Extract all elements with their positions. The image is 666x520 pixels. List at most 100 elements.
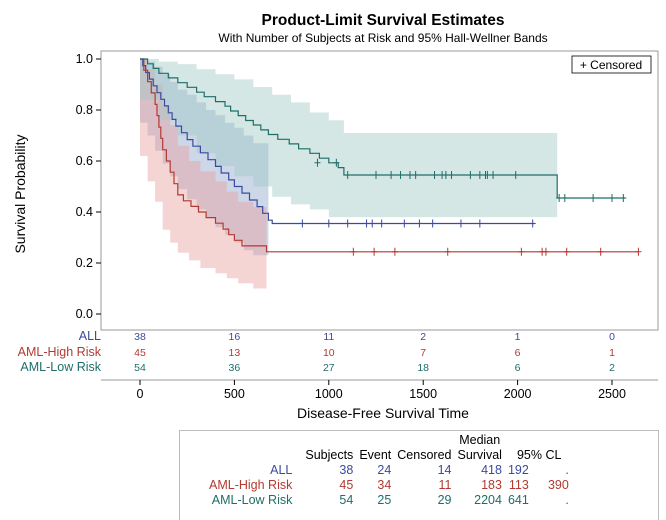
censor-mark-aml-low-risk [431, 171, 438, 180]
band-all [140, 59, 269, 256]
header-censored: Censored [397, 448, 452, 462]
censor-mark-aml-low-risk [388, 171, 395, 180]
header-label-blank [206, 448, 302, 463]
censor-mark-aml-high-risk [635, 247, 642, 256]
at-risk-count: 1 [609, 347, 615, 359]
at-risk-count: 54 [134, 362, 146, 374]
censor-mark-aml-low-risk [314, 158, 321, 167]
censor-mark-aml-high-risk [563, 247, 570, 256]
x-tick-label: 0 [137, 387, 144, 401]
row-censored: 29 [437, 493, 452, 507]
survival-curves [140, 58, 639, 253]
at-risk-count: 1 [515, 331, 521, 343]
legend-box [571, 55, 652, 74]
row-lower-cl: 192 [507, 463, 529, 477]
row-median: 2204 [474, 493, 502, 507]
at-risk-count: 10 [323, 347, 335, 359]
header-ci-spacer [505, 433, 572, 448]
x-tick-label: 2000 [504, 387, 532, 401]
censor-mark-aml-high-risk [371, 247, 378, 256]
censor-mark-aml-low-risk [556, 193, 563, 202]
row-event: 25 [377, 493, 392, 507]
x-tick-label: 1500 [409, 387, 437, 401]
at-risk-count: 2 [609, 362, 615, 374]
header-censored-spacer [394, 433, 454, 448]
censor-mark-aml-low-risk [333, 158, 340, 167]
censor-mark-aml-low-risk [397, 171, 404, 180]
row-median: 418 [481, 463, 502, 477]
censor-mark-aml-high-risk [350, 247, 357, 256]
row-median: 183 [481, 478, 502, 492]
censor-mark-aml-low-risk [590, 193, 597, 202]
censor-mark-all [378, 219, 385, 228]
header-ci: 95% CL [516, 448, 562, 462]
censor-mark-aml-low-risk [512, 171, 519, 180]
censor-mark-aml-high-risk [518, 247, 525, 256]
censor-mark-all [457, 219, 464, 228]
x-axis: 0 500 1000 1500 2000 2500 [101, 379, 658, 401]
legend-censored-label: + Censored [580, 58, 642, 72]
row-event: 24 [377, 463, 392, 477]
at-risk-label: AML-High Risk [18, 345, 102, 359]
legend: + Censored [571, 55, 652, 74]
censor-mark-all [476, 219, 483, 228]
row-event: 34 [377, 478, 392, 492]
header-subjects-spacer [302, 433, 356, 448]
row-subjects: 54 [339, 493, 354, 507]
header-event: Event [359, 448, 392, 462]
at-risk-count: 38 [134, 331, 146, 343]
censor-mark-aml-low-risk [412, 171, 419, 180]
censor-mark-aml-low-risk [448, 171, 455, 180]
censor-mark-all [401, 219, 408, 228]
header-median-bottom: Survival [457, 448, 502, 462]
censor-mark-all [429, 219, 436, 228]
row-label: AML-Low Risk [211, 493, 293, 507]
row-subjects: 45 [339, 478, 354, 492]
curve-aml-high-risk [140, 58, 639, 253]
censor-mark-aml-low-risk [476, 171, 483, 180]
header-event-spacer [356, 433, 394, 448]
at-risk-label: ALL [79, 329, 101, 343]
row-lower-cl: 641 [507, 493, 529, 507]
at-risk-count: 6 [515, 347, 521, 359]
y-tick-label: 0.6 [76, 154, 93, 168]
y-axis: 0.0 0.2 0.4 0.6 0.8 1.0 [76, 52, 101, 321]
censor-mark-aml-low-risk [373, 171, 379, 180]
y-axis-label: Survival Probability [12, 134, 28, 253]
censored-marks [299, 158, 642, 256]
y-tick-label: 0.8 [76, 103, 93, 117]
row-upper-cl: . [565, 463, 569, 477]
at-risk-count: 36 [229, 362, 241, 374]
survival-chart: Product-Limit Survival Estimates With Nu… [12, 12, 659, 421]
at-risk-count: 2 [420, 331, 426, 343]
at-risk-count: 45 [134, 347, 146, 359]
row-upper-cl: 390 [547, 478, 569, 492]
censor-mark-aml-high-risk [597, 247, 604, 256]
header-subjects: Subjects [305, 448, 354, 462]
censor-mark-aml-low-risk [609, 193, 615, 202]
at-risk-count: 13 [229, 347, 241, 359]
censor-mark-all [344, 219, 351, 228]
censor-mark-aml-low-risk [490, 171, 497, 180]
censor-mark-all [325, 219, 332, 228]
band-aml-high-risk [140, 59, 267, 289]
header-blank [206, 433, 302, 448]
table-row: AML-High Risk 45 34 11 183 113 390 [206, 478, 572, 493]
censor-mark-all [363, 219, 370, 228]
censor-mark-aml-high-risk [391, 247, 398, 256]
y-tick-label: 0.2 [76, 256, 93, 270]
at-risk-label: AML-Low Risk [20, 360, 101, 374]
summary-statistics-table: Median Subjects Event Censored Survival … [179, 430, 659, 520]
y-tick-label: 0.4 [76, 205, 93, 219]
x-tick-label: 500 [224, 387, 245, 401]
table-row: AML-Low Risk 54 25 29 2204 641 . [206, 493, 572, 508]
y-tick-label: 0.0 [76, 307, 93, 321]
at-risk-count: 16 [229, 331, 241, 343]
at-risk-count: 0 [609, 331, 615, 343]
at-risk-count: 27 [323, 362, 335, 374]
censor-mark-all [529, 219, 536, 228]
censor-mark-aml-high-risk [444, 247, 451, 256]
at-risk-count: 18 [417, 362, 429, 374]
censor-mark-aml-low-risk [484, 171, 491, 180]
